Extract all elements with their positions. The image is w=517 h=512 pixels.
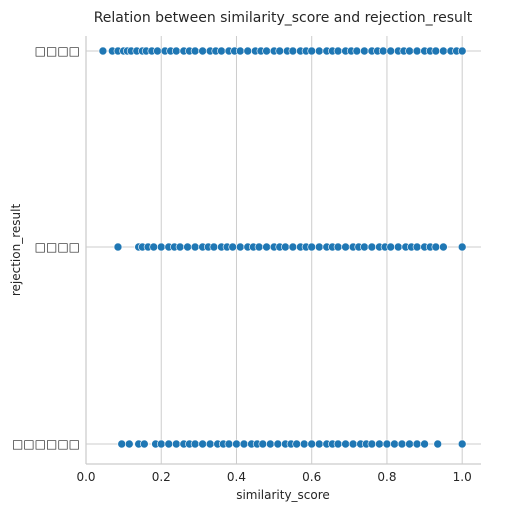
scatter-point <box>457 46 467 56</box>
scatter-point <box>281 242 290 252</box>
scatter-point <box>198 439 207 449</box>
scatter-point <box>341 242 350 252</box>
scatter-point <box>390 439 399 449</box>
scatter-point <box>367 439 377 449</box>
y-axis-label: rejection_result <box>9 204 23 297</box>
scatter-point <box>239 439 249 449</box>
scatter-point <box>153 46 162 56</box>
scatter-point <box>156 242 166 252</box>
scatter-point <box>171 439 181 449</box>
scatter-point <box>299 439 309 449</box>
scatter-point <box>235 46 245 56</box>
scatter-point <box>314 242 324 252</box>
x-tick-labels: 0.0 0.2 0.4 0.6 0.8 1.0 <box>76 470 471 484</box>
scatter-point <box>266 439 275 449</box>
scatter-point <box>457 242 467 252</box>
scatter-point <box>307 439 317 449</box>
scatter-point <box>217 46 226 56</box>
y-tick-label: □□□□□□ <box>12 437 80 451</box>
scatter-point <box>117 439 127 449</box>
chart-title: Relation between similarity_score and re… <box>94 10 473 26</box>
scatter-point <box>124 439 134 449</box>
x-tick-label: 0.8 <box>377 470 396 484</box>
scatter-point <box>273 439 283 449</box>
scatter-point <box>439 242 448 252</box>
scatter-point <box>232 439 241 449</box>
scatter-point <box>292 439 301 449</box>
scatter-point <box>433 439 443 449</box>
scatter-point <box>314 439 324 449</box>
scatter-point <box>113 242 123 252</box>
scatter-point <box>360 46 369 56</box>
scatter-point <box>333 242 343 252</box>
y-tick-labels: □□□□□□□□□□□□□□ <box>12 44 80 451</box>
scatter-point <box>341 439 350 449</box>
scatter-point <box>378 46 388 56</box>
scatter-point <box>412 46 422 56</box>
scatter-point <box>393 242 403 252</box>
scatter-point <box>149 242 159 252</box>
scatter-point <box>333 46 343 56</box>
scatter-point <box>457 439 467 449</box>
scatter-point <box>190 242 200 252</box>
x-tick-label: 0.4 <box>227 470 246 484</box>
scatter-point <box>98 46 108 56</box>
scatter-point <box>205 439 215 449</box>
scatter-point <box>228 242 238 252</box>
scatter-point <box>243 46 253 56</box>
x-tick-label: 1.0 <box>453 470 472 484</box>
scatter-point <box>412 242 422 252</box>
scatter-point <box>386 46 396 56</box>
scatter-point <box>235 242 245 252</box>
scatter-point <box>397 439 407 449</box>
scatter-point <box>288 46 298 56</box>
scatter-point <box>405 46 414 56</box>
scatter-point <box>262 46 271 56</box>
scatter-point <box>352 46 362 56</box>
scatter-point <box>382 439 392 449</box>
scatter-point <box>262 242 271 252</box>
scatter-point <box>367 242 377 252</box>
scatter-point <box>431 46 441 56</box>
scatter-point <box>190 439 200 449</box>
scatter-point <box>190 46 200 56</box>
scatter-point <box>412 439 422 449</box>
x-tick-label: 0.0 <box>76 470 95 484</box>
scatter-point <box>348 439 358 449</box>
scatter-point <box>431 242 441 252</box>
scatter-point <box>183 242 192 252</box>
scatter-point <box>254 242 264 252</box>
scatter-point <box>275 46 285 56</box>
scatter-point <box>224 439 234 449</box>
scatter-point <box>156 439 166 449</box>
scatter-point <box>164 439 174 449</box>
scatter-point <box>175 242 185 252</box>
scatter-point <box>375 439 384 449</box>
scatter-point <box>171 46 181 56</box>
scatter-point <box>140 439 149 449</box>
scatter-point <box>198 46 207 56</box>
scatter-point <box>307 46 317 56</box>
scatter-point <box>258 439 268 449</box>
scatter-point <box>314 46 324 56</box>
scatter-point <box>420 439 429 449</box>
x-tick-label: 0.2 <box>152 470 171 484</box>
scatter-point <box>307 242 317 252</box>
scatter-point <box>439 46 448 56</box>
scatter-point <box>209 242 219 252</box>
y-tick-label: □□□□ <box>35 240 80 254</box>
scatter-point <box>360 242 369 252</box>
scatter-point <box>288 242 298 252</box>
x-tick-label: 0.6 <box>302 470 321 484</box>
y-tick-label: □□□□ <box>35 44 80 58</box>
x-axis-label: similarity_score <box>236 488 330 502</box>
scatter-point <box>405 439 414 449</box>
scatter-point <box>333 439 343 449</box>
data-points <box>98 46 467 449</box>
scatter-point <box>386 242 396 252</box>
